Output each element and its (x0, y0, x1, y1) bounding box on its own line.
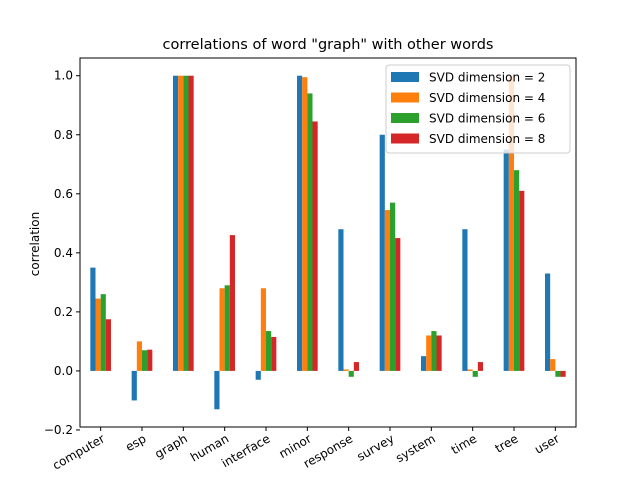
bar-interface-series-3 (266, 331, 272, 371)
bar-tree-series-3 (514, 170, 520, 371)
x-tick-label-esp: esp (123, 431, 148, 454)
bar-survey-series-1 (379, 134, 385, 371)
bar-time-series-1 (462, 229, 468, 371)
bar-minor-series-2 (302, 77, 308, 371)
bar-system-series-4 (436, 335, 442, 371)
bar-esp-series-4 (147, 349, 153, 371)
bar-human-series-3 (224, 285, 230, 371)
bar-survey-series-2 (384, 210, 390, 371)
bar-survey-series-3 (390, 202, 396, 371)
bar-computer-series-1 (90, 267, 96, 371)
legend-swatch-2 (391, 92, 419, 103)
y-tick-label: −0.2 (44, 423, 73, 437)
legend-label-2: SVD dimension = 4 (429, 91, 545, 105)
bar-minor-series-1 (297, 75, 303, 371)
bar-survey-series-4 (395, 238, 401, 371)
bar-tree-series-4 (519, 190, 525, 371)
x-tick-label-graph: graph (152, 431, 189, 461)
legend-swatch-3 (391, 113, 419, 123)
bar-response-series-2 (343, 369, 349, 371)
bar-time-series-3 (472, 370, 478, 377)
x-tick-label-survey: survey (355, 431, 397, 463)
bar-computer-series-3 (100, 294, 106, 371)
y-axis-label: correlation (28, 212, 42, 276)
bar-user-series-1 (545, 273, 551, 371)
bar-response-series-4 (353, 362, 359, 371)
legend-swatch-1 (391, 72, 419, 82)
bar-human-series-4 (229, 235, 235, 371)
chart-title: correlations of word "graph" with other … (162, 37, 493, 53)
y-tick-label: 0.4 (54, 246, 73, 260)
legend-swatch-4 (391, 133, 419, 144)
bar-graph-series-2 (178, 75, 184, 371)
bar-graph-series-4 (188, 75, 194, 371)
y-tick-label: 0.2 (54, 305, 73, 319)
y-tick-label: 0.6 (54, 187, 73, 201)
x-tick-label-time: time (449, 431, 479, 457)
y-tick-label: 1.0 (54, 69, 73, 83)
x-tick-label-user: user (532, 431, 562, 456)
bar-graph-series-1 (173, 75, 179, 371)
bar-interface-series-4 (271, 336, 277, 371)
bar-response-series-1 (338, 229, 344, 371)
legend: SVD dimension = 2 SVD dimension = 4 SVD di… (385, 64, 571, 154)
legend-label-1: SVD dimension = 2 (429, 71, 545, 85)
bar-minor-series-4 (312, 121, 318, 371)
bar-tree-series-2 (508, 75, 514, 371)
x-tick-label-tree: tree (493, 431, 521, 455)
bar-computer-series-4 (105, 319, 111, 371)
legend-label-3: SVD dimension = 6 (429, 112, 545, 126)
bar-computer-series-2 (95, 298, 101, 371)
bar-human-series-2 (219, 288, 225, 371)
y-tick-label: 0.0 (54, 364, 73, 378)
bar-system-series-3 (431, 331, 437, 371)
y-tick-label: 0.8 (54, 128, 73, 142)
bar-graph-series-3 (183, 75, 189, 371)
bar-minor-series-3 (307, 93, 313, 371)
x-tick-label-computer: computer (50, 431, 107, 472)
bar-user-series-2 (550, 359, 556, 371)
bar-human-series-1 (214, 370, 220, 410)
bar-system-series-1 (421, 356, 427, 371)
legend-box (385, 64, 571, 154)
bar-esp-series-3 (142, 350, 148, 371)
bar-user-series-3 (555, 370, 561, 377)
x-tick-label-system: system (393, 431, 438, 465)
bar-interface-series-2 (260, 288, 266, 371)
bar-user-series-4 (560, 370, 566, 377)
bar-esp-series-1 (131, 370, 137, 401)
plot-frame (79, 57, 577, 428)
bar-response-series-3 (348, 370, 354, 377)
bar-time-series-2 (467, 369, 473, 371)
bar-tree-series-1 (503, 149, 509, 371)
bar-time-series-4 (477, 362, 483, 371)
bar-interface-series-1 (255, 370, 261, 380)
legend-label-4: SVD dimension = 8 (429, 132, 545, 146)
bars-group (90, 75, 566, 410)
bar-system-series-2 (426, 335, 432, 371)
bar-esp-series-2 (136, 341, 142, 371)
